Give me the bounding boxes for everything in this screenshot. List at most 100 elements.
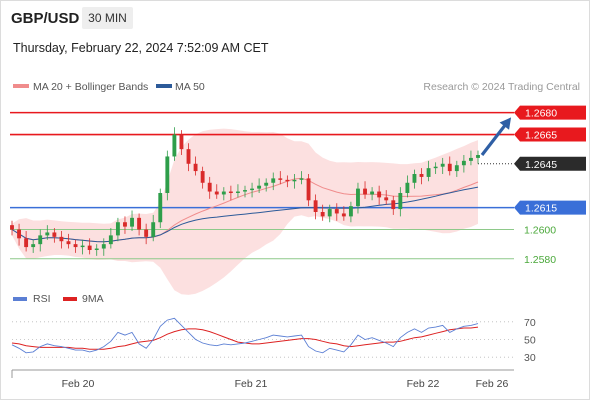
legend-label-rsi: RSI bbox=[33, 293, 51, 305]
candle bbox=[377, 185, 382, 205]
candle bbox=[87, 238, 92, 255]
candle-body bbox=[172, 134, 177, 157]
candle-body bbox=[285, 179, 290, 182]
level-tag-text: 1.2645 bbox=[525, 159, 557, 171]
level-tag-1-2680: 1.2680 bbox=[514, 105, 586, 120]
candle bbox=[363, 181, 367, 199]
candle bbox=[327, 204, 332, 223]
level-tag-text: 1.2680 bbox=[525, 108, 557, 120]
candle bbox=[17, 223, 22, 246]
candle bbox=[384, 190, 389, 205]
candle bbox=[24, 231, 29, 252]
candle-body bbox=[179, 134, 184, 150]
candle bbox=[130, 210, 134, 231]
candle bbox=[52, 228, 57, 243]
candle bbox=[405, 175, 410, 198]
candle bbox=[285, 175, 290, 188]
level-tag-bg bbox=[514, 156, 586, 171]
rsi-panel: 70 50 30 bbox=[11, 317, 536, 364]
candle-body bbox=[80, 245, 85, 248]
candle-body bbox=[313, 200, 318, 212]
candle bbox=[123, 216, 127, 234]
candle-body bbox=[59, 236, 64, 242]
candle-body bbox=[327, 209, 332, 217]
level-tag-text: 1.2665 bbox=[525, 130, 557, 142]
candle-body bbox=[419, 174, 424, 177]
level-tag-bg bbox=[514, 200, 586, 215]
candle-body bbox=[115, 222, 120, 236]
candle bbox=[80, 239, 85, 255]
candle-body bbox=[363, 188, 367, 195]
candle bbox=[151, 214, 156, 242]
candle-body bbox=[391, 200, 396, 210]
legend-swatch-9ma bbox=[63, 297, 77, 301]
candle bbox=[108, 228, 113, 249]
candle-body bbox=[228, 191, 233, 193]
candle-body bbox=[158, 193, 163, 223]
x-tick-label: Feb 26 bbox=[476, 378, 509, 390]
candle-body bbox=[264, 182, 269, 186]
candle-body bbox=[165, 156, 170, 193]
level-tag-1-2645: 1.2645 bbox=[514, 156, 586, 171]
candle-body bbox=[17, 229, 22, 239]
candle bbox=[94, 244, 99, 256]
candles bbox=[10, 127, 480, 256]
candle-body bbox=[214, 191, 219, 195]
credit-text: Research © 2024 Trading Central bbox=[423, 81, 580, 93]
candle bbox=[31, 239, 36, 253]
candle-body bbox=[320, 212, 325, 217]
candle-body bbox=[130, 217, 134, 227]
candle bbox=[426, 160, 431, 182]
candle-body bbox=[426, 168, 431, 177]
candle-body bbox=[334, 209, 339, 214]
candle bbox=[73, 239, 78, 253]
legend-label-9ma: 9MA bbox=[82, 293, 104, 305]
bollinger-bands bbox=[12, 128, 478, 295]
legend-swatch-rsi bbox=[13, 297, 27, 301]
level-tag-bg bbox=[514, 105, 586, 120]
candle-body bbox=[257, 185, 262, 189]
candle bbox=[419, 168, 424, 185]
timeframe-badge[interactable]: 30 MIN bbox=[82, 7, 133, 29]
level-tag-text: 1.2615 bbox=[525, 203, 557, 215]
candle-body bbox=[433, 166, 438, 169]
candle bbox=[38, 229, 43, 252]
candle-body bbox=[412, 174, 417, 183]
candle bbox=[433, 162, 438, 174]
candle bbox=[370, 187, 375, 201]
candle bbox=[257, 178, 262, 193]
candle bbox=[412, 169, 417, 189]
candle bbox=[144, 223, 149, 245]
candle-body bbox=[341, 213, 346, 217]
x-tick-label: Feb 20 bbox=[62, 378, 95, 390]
candle bbox=[179, 130, 184, 155]
candle bbox=[250, 182, 255, 198]
level-label-1-2580: 1.2580 bbox=[524, 254, 556, 266]
legend: MA 20 + Bollinger Bands MA 50 Research ©… bbox=[13, 81, 580, 93]
candle bbox=[476, 150, 480, 164]
candle-body bbox=[299, 178, 304, 180]
rsi-tick-30: 30 bbox=[524, 352, 536, 364]
candle-body bbox=[10, 225, 14, 230]
candle bbox=[341, 206, 346, 221]
candle-body bbox=[108, 235, 113, 245]
candle-body bbox=[45, 232, 50, 236]
legend-label-ma20: MA 20 + Bollinger Bands bbox=[33, 81, 148, 93]
candle-body bbox=[193, 163, 198, 172]
candle-body bbox=[52, 232, 57, 237]
candle-body bbox=[292, 179, 297, 182]
arrow-head bbox=[499, 117, 512, 130]
candle bbox=[115, 217, 120, 242]
candle bbox=[200, 166, 205, 189]
level-tags: 1.2680 1.2665 1.2645 1.2615 1.2600 1.2580 bbox=[514, 105, 586, 266]
candle-body bbox=[66, 241, 71, 245]
candle bbox=[271, 172, 276, 191]
candle bbox=[59, 231, 64, 249]
candle-body bbox=[186, 149, 191, 164]
level-label-1-2600: 1.2600 bbox=[524, 225, 556, 237]
candle-body bbox=[137, 217, 142, 230]
candle-body bbox=[454, 165, 459, 172]
candle bbox=[461, 155, 466, 173]
candle bbox=[398, 187, 403, 217]
